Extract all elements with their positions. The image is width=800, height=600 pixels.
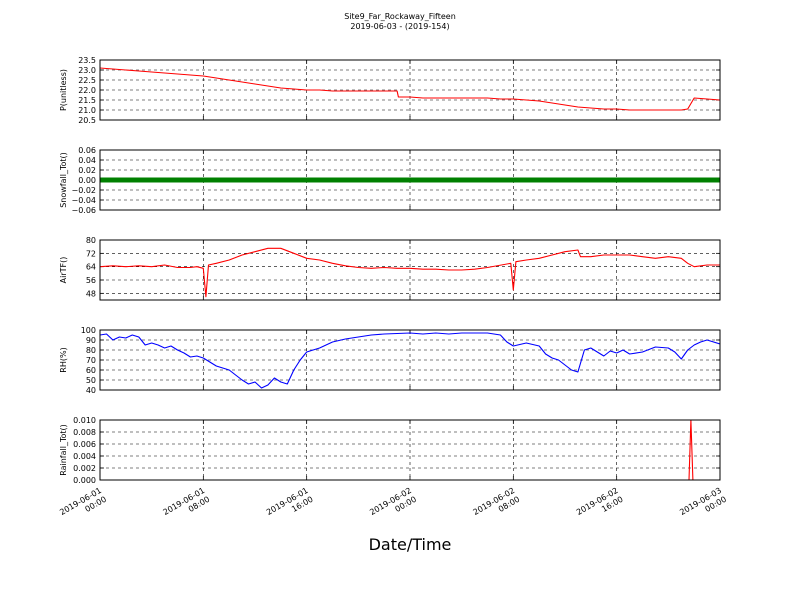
y-tick-label: 22.5 <box>78 76 96 85</box>
series-line <box>100 67 720 111</box>
x-tick-labels: 2019-06-0100:00 2019-06-0108:00 2019-06-01… <box>58 486 728 526</box>
y-tick-label: 60 <box>86 366 96 375</box>
y-tick-label: 0.04 <box>78 156 96 165</box>
y-tick-label: 100 <box>81 326 96 335</box>
x-tick-label: 2019-06-0100:00 <box>58 486 108 526</box>
x-tick-label: 2019-06-0108:00 <box>162 486 212 526</box>
series-line <box>100 247 720 298</box>
x-tick-label: 2019-06-0200:00 <box>368 486 418 526</box>
y-tick-label: 90 <box>86 336 96 345</box>
y-tick-label: 72 <box>86 249 96 258</box>
panel-3: 80 72 64 56 48 AirTF() <box>59 236 721 301</box>
y-tick-label: 50 <box>86 376 96 385</box>
y-tick-label: 23.0 <box>78 66 96 75</box>
y-tick-label: 0.010 <box>73 416 96 425</box>
y-tick-label: 21.0 <box>78 106 96 115</box>
y-axis-label: RH(%) <box>59 347 68 372</box>
y-tick-label: 0.06 <box>78 146 96 155</box>
y-tick-label: 23.5 <box>78 56 96 65</box>
panels-group: 23.523.022.522.021.521.020.5 P(unitless) 0… <box>59 56 721 485</box>
panel-frame <box>99 239 721 301</box>
panel-frame <box>99 419 721 481</box>
x-axis-label: Date/Time <box>369 535 452 554</box>
y-tick-label: 0.000 <box>73 476 96 485</box>
panel-frame <box>99 149 721 211</box>
y-axis-label: AirTF() <box>59 257 68 284</box>
y-axis-label: P(unitless) <box>59 69 68 111</box>
panel-1: 23.523.022.522.021.521.020.5 P(unitless) <box>59 56 721 125</box>
y-tick-label: 48 <box>86 289 96 298</box>
y-tick-label: 40 <box>86 386 96 395</box>
y-tick-label: −0.02 <box>71 186 96 195</box>
x-tick-label: 2019-06-0116:00 <box>265 486 315 526</box>
panel-frame <box>99 59 721 121</box>
panel-5: 0.010 0.008 0.006 0.004 0.002 0.000 Rainfall_T… <box>59 416 721 485</box>
panel-2: 0.060.040.020.00−0.02−0.04−0.06Snowfall_… <box>59 146 721 215</box>
y-tick-label: 0.002 <box>73 464 96 473</box>
y-tick-label: 64 <box>86 263 96 272</box>
y-tick-label: 0.00 <box>78 176 96 185</box>
y-tick-label: 22.0 <box>78 86 96 95</box>
x-tick-label: 2019-06-0300:00 <box>678 486 728 526</box>
chart-title: Site9_Far_Rockaway_Fifteen <box>344 12 456 21</box>
y-axis-label: Rainfall_Tot() <box>59 424 68 476</box>
y-tick-label: 56 <box>86 276 96 285</box>
x-tick-label: 2019-06-0216:00 <box>575 486 625 526</box>
series-line <box>100 332 720 389</box>
y-axis-label: Snowfall_Tot() <box>59 152 68 208</box>
y-tick-label: 80 <box>86 346 96 355</box>
y-tick-label: 70 <box>86 356 96 365</box>
y-tick-label: −0.06 <box>71 206 96 215</box>
y-tick-label: −0.04 <box>71 196 96 205</box>
y-tick-label: 0.02 <box>78 166 96 175</box>
y-tick-label: 21.5 <box>78 96 96 105</box>
x-tick-label: 2019-06-0208:00 <box>472 486 522 526</box>
y-tick-label: 0.006 <box>73 440 96 449</box>
y-tick-label: 80 <box>86 236 96 245</box>
y-tick-label: 0.008 <box>73 428 96 437</box>
y-tick-label: 0.004 <box>73 452 96 461</box>
y-tick-label: 20.5 <box>78 116 96 125</box>
panel-frame <box>99 329 721 391</box>
chart-subtitle: 2019-06-03 - (2019-154) <box>350 22 449 31</box>
